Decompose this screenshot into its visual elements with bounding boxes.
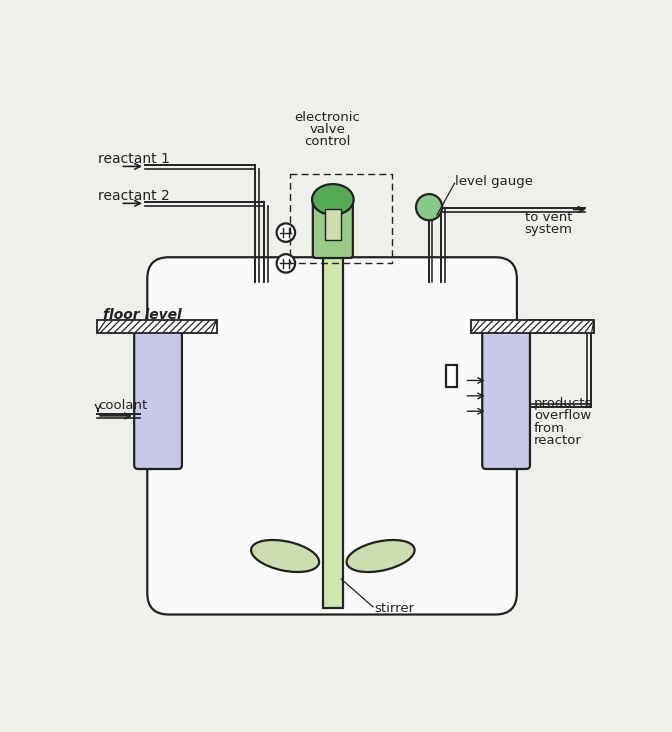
Text: reactant 1: reactant 1 <box>98 152 170 166</box>
Circle shape <box>277 254 295 272</box>
Bar <box>470 321 594 333</box>
Bar <box>97 321 216 333</box>
Text: control: control <box>304 135 351 149</box>
Bar <box>323 192 343 608</box>
FancyBboxPatch shape <box>147 257 517 615</box>
Text: overflow: overflow <box>534 409 591 422</box>
Text: stirrer: stirrer <box>374 602 415 615</box>
Circle shape <box>277 223 295 242</box>
Text: level gauge: level gauge <box>456 175 534 188</box>
Text: products: products <box>534 397 592 410</box>
Text: system: system <box>525 223 573 236</box>
Text: coolant: coolant <box>98 399 147 411</box>
FancyBboxPatch shape <box>134 330 182 469</box>
Text: reactor: reactor <box>534 434 582 447</box>
Bar <box>446 365 457 386</box>
Text: to vent: to vent <box>525 211 572 224</box>
FancyBboxPatch shape <box>482 330 530 469</box>
Ellipse shape <box>347 540 415 572</box>
Text: valve: valve <box>310 123 345 136</box>
Text: from: from <box>534 422 565 435</box>
Text: floor level: floor level <box>103 308 181 322</box>
Ellipse shape <box>312 184 353 215</box>
FancyBboxPatch shape <box>313 196 353 258</box>
Circle shape <box>416 194 442 220</box>
Text: reactant 2: reactant 2 <box>98 190 170 203</box>
Bar <box>325 209 341 239</box>
Ellipse shape <box>251 540 319 572</box>
Text: electronic: electronic <box>294 111 360 124</box>
